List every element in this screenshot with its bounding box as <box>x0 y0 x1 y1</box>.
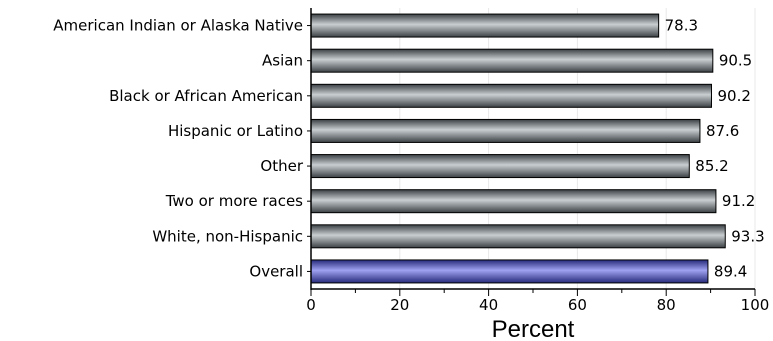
category-label: Overall <box>249 262 303 280</box>
bar <box>310 83 712 108</box>
value-label: 90.5 <box>719 52 752 70</box>
axes <box>307 8 756 296</box>
bar <box>310 154 690 179</box>
category-label: Two or more races <box>165 192 303 210</box>
category-label: Black or African American <box>109 87 303 105</box>
x-tick-label: 60 <box>568 296 587 314</box>
x-tick-label: 20 <box>390 296 409 314</box>
category-label: Other <box>260 157 303 175</box>
value-label: 89.4 <box>714 262 747 280</box>
bar <box>310 48 714 73</box>
category-label: Asian <box>262 52 303 70</box>
x-tick-label: 0 <box>306 296 316 314</box>
labels: American Indian or Alaska Native 78.3 Asia… <box>53 17 769 314</box>
x-axis-title: Percent <box>492 316 575 341</box>
bar <box>310 118 701 143</box>
category-label: Hispanic or Latino <box>168 122 303 140</box>
category-label: White, non-Hispanic <box>152 227 303 245</box>
category-label: American Indian or Alaska Native <box>53 17 303 35</box>
value-label: 91.2 <box>722 192 755 210</box>
bar <box>310 13 660 38</box>
bars <box>310 13 726 284</box>
value-label: 93.3 <box>731 227 764 245</box>
value-label: 87.6 <box>706 122 739 140</box>
bar <box>310 259 709 284</box>
x-tick-label: 100 <box>741 296 770 314</box>
value-label: 85.2 <box>695 157 728 175</box>
bar <box>310 189 717 214</box>
value-label: 78.3 <box>665 17 698 35</box>
bar <box>310 224 726 249</box>
x-tick-label: 40 <box>479 296 498 314</box>
value-label: 90.2 <box>717 87 750 105</box>
x-tick-label: 80 <box>657 296 676 314</box>
